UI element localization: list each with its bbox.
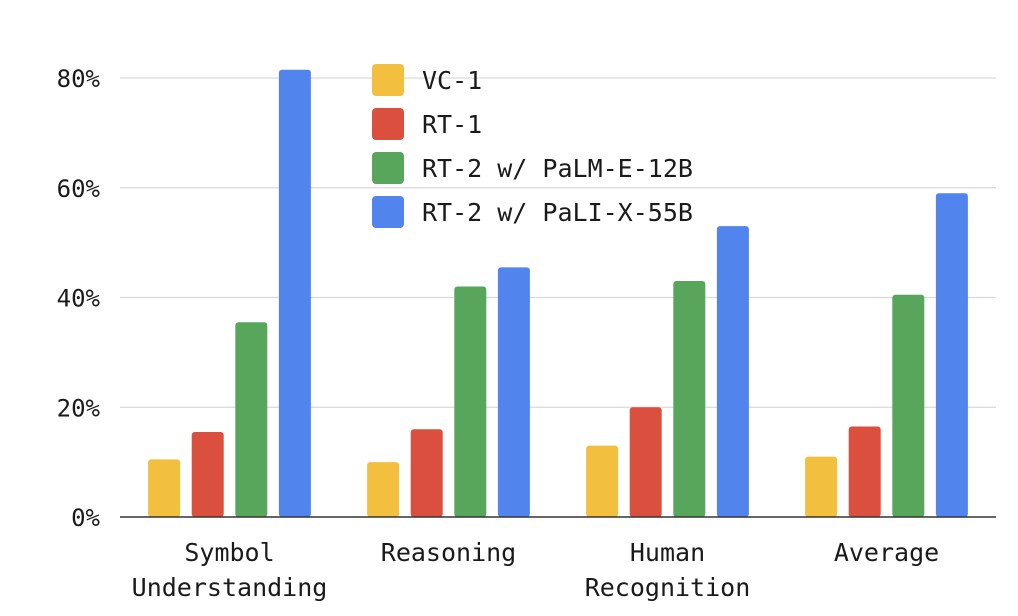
- bar: [278, 69, 311, 518]
- x-category-label: Average: [834, 538, 939, 567]
- x-category-label: Recognition: [585, 573, 751, 602]
- gridlines: [120, 77, 996, 408]
- x-category-label: Reasoning: [381, 538, 516, 567]
- bar: [586, 445, 619, 517]
- bar: [848, 426, 881, 517]
- bar: [805, 456, 838, 517]
- legend-label: VC-1: [422, 66, 482, 95]
- bars: [148, 69, 968, 518]
- legend-swatch: [372, 64, 404, 96]
- y-tick-label: 60%: [57, 175, 101, 203]
- x-axis-category-labels: Symbol Understanding Reasoning Human Recogni…: [132, 538, 940, 602]
- y-tick-label: 0%: [71, 504, 100, 532]
- x-category-label: Understanding: [132, 573, 328, 602]
- legend-label: RT-2 w/ PaLI-X-55B: [422, 198, 693, 227]
- bar: [410, 429, 443, 517]
- x-category-label: Human: [630, 538, 705, 567]
- legend: VC-1 RT-1 RT-2 w/ PaLM-E-12B RT-2 w/ PaLI-X…: [372, 64, 693, 228]
- y-tick-label: 80%: [57, 65, 101, 93]
- bar: [454, 286, 487, 517]
- x-category-label: Symbol: [184, 538, 274, 567]
- bar: [935, 193, 968, 518]
- bar: [673, 281, 706, 517]
- y-tick-label: 40%: [57, 285, 101, 313]
- y-tick-label: 20%: [57, 394, 101, 422]
- bar: [235, 322, 268, 517]
- y-axis-tick-labels: 0% 20% 40% 60% 80%: [57, 65, 101, 532]
- bar: [148, 459, 181, 517]
- bar: [716, 226, 749, 517]
- bar: [892, 294, 925, 517]
- bar: [367, 462, 400, 517]
- bar: [629, 407, 662, 517]
- legend-swatch: [372, 152, 404, 184]
- legend-label: RT-2 w/ PaLM-E-12B: [422, 154, 693, 183]
- legend-label: RT-1: [422, 110, 482, 139]
- bar: [191, 431, 224, 517]
- legend-swatch: [372, 196, 404, 228]
- bar: [497, 267, 530, 517]
- legend-swatch: [372, 108, 404, 140]
